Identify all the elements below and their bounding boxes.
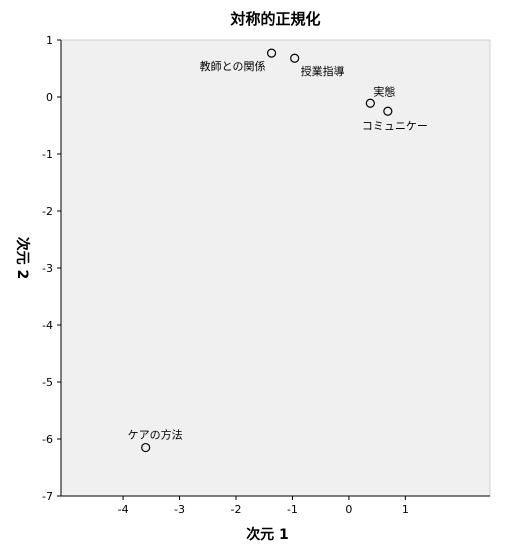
y-tick-label: -6 (42, 433, 53, 446)
point-label: コミュニケー (362, 119, 428, 132)
y-tick-label: -3 (42, 262, 53, 275)
point-label: 実態 (373, 84, 395, 98)
y-tick-label: -2 (42, 205, 53, 218)
point-label: 教師との関係 (200, 60, 266, 73)
y-axis-ticks: 1 0 -1 -2 -3 -4 -5 -6 -7 (42, 34, 61, 503)
x-tick-label: 0 (345, 503, 352, 516)
y-axis-title: 次元 2 (14, 237, 31, 280)
y-tick-label: -4 (42, 319, 53, 332)
plot-area (60, 39, 491, 497)
y-tick-label: 0 (46, 91, 53, 104)
scatter-point (290, 53, 300, 63)
y-tick-label: 1 (46, 34, 53, 47)
y-tick-label: -5 (42, 376, 53, 389)
scatter-point (365, 98, 375, 108)
scatter-point (383, 106, 393, 116)
x-tick-label: -2 (231, 503, 242, 516)
scatter-point (266, 48, 277, 58)
x-tick-label: -4 (118, 503, 129, 516)
x-axis-title: 次元 1 (246, 526, 289, 543)
scatter-point (141, 442, 151, 453)
y-tick-label: -7 (42, 490, 53, 503)
x-axis-ticks: -4 -3 -2 -1 0 1 (118, 496, 409, 516)
x-tick-label: -1 (287, 503, 298, 516)
chart-title: 対称的正規化 (229, 10, 320, 28)
x-tick-label: -3 (174, 503, 185, 516)
y-tick-label: -1 (42, 148, 53, 161)
point-label: 授業指導 (301, 64, 345, 78)
point-label: ケアの方法 (128, 428, 183, 442)
x-tick-label: 1 (402, 503, 409, 516)
